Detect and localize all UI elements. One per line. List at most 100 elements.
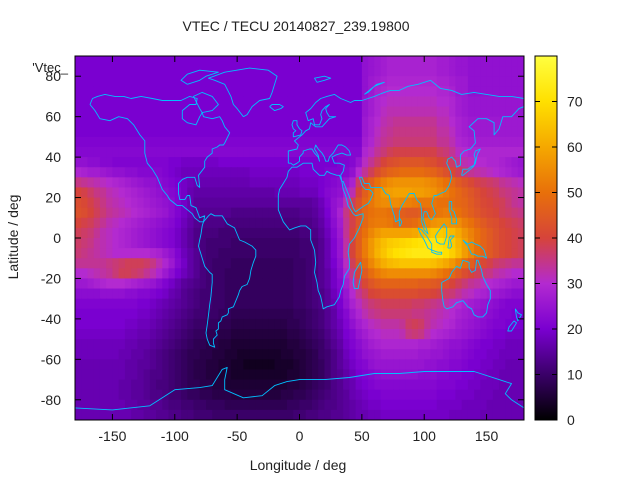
heatmap-cell <box>355 126 363 138</box>
heatmap-cell <box>361 399 369 411</box>
heatmap-cell <box>386 298 394 310</box>
heatmap-cell <box>268 217 276 229</box>
heatmap-cell <box>193 268 201 280</box>
heatmap-cell <box>405 227 413 239</box>
heatmap-cell <box>467 197 475 209</box>
heatmap-cell <box>262 258 269 269</box>
heatmap-cell <box>455 177 463 189</box>
heatmap-cell <box>511 167 519 178</box>
heatmap-cell <box>374 288 382 300</box>
heatmap-cell <box>299 268 307 280</box>
heatmap-cell <box>461 248 469 259</box>
heatmap-cell <box>517 369 524 381</box>
heatmap-cell <box>305 238 313 249</box>
heatmap-cell <box>293 126 301 138</box>
heatmap-cell <box>499 96 506 108</box>
heatmap-cell <box>131 258 138 269</box>
heatmap-cell <box>187 136 195 148</box>
heatmap-cell <box>243 227 251 239</box>
heatmap-cell <box>243 359 251 371</box>
heatmap-cell <box>436 86 444 98</box>
heatmap-cell <box>124 147 132 158</box>
heatmap-cell <box>499 157 506 168</box>
heatmap-cell <box>424 106 432 118</box>
heatmap-cell <box>137 66 145 77</box>
heatmap-cell <box>106 298 114 310</box>
heatmap-cell <box>75 56 82 67</box>
heatmap-cell <box>112 76 120 87</box>
heatmap-cell <box>436 177 444 189</box>
heatmap-cell <box>199 379 207 391</box>
heatmap-cell <box>99 66 107 77</box>
heatmap-cell <box>486 96 494 108</box>
heatmap-cell <box>461 318 469 330</box>
heatmap-cell <box>181 278 188 290</box>
heatmap-cell <box>112 238 120 249</box>
heatmap-cell <box>99 389 107 401</box>
heatmap-cell <box>149 227 157 239</box>
heatmap-cell <box>492 278 500 290</box>
heatmap-cell <box>268 187 276 199</box>
heatmap-cell <box>393 329 400 340</box>
heatmap-cell <box>380 238 388 249</box>
heatmap-cell <box>411 399 419 411</box>
heatmap-cell <box>156 268 163 280</box>
heatmap-cell <box>449 359 457 371</box>
heatmap-cell <box>106 409 114 420</box>
heatmap-cell <box>93 369 101 381</box>
heatmap-cell <box>361 116 369 128</box>
heatmap-cell <box>118 359 126 371</box>
heatmap-cell <box>268 96 276 108</box>
heatmap-cell <box>486 268 494 280</box>
heatmap-cell <box>374 298 382 310</box>
coastline-sulawesi <box>447 235 455 249</box>
heatmap-cell <box>399 86 407 98</box>
heatmap-cell <box>424 177 432 189</box>
heatmap-cell <box>424 136 432 148</box>
heatmap-cell <box>361 308 369 320</box>
heatmap-cell <box>81 76 89 87</box>
heatmap-cell <box>393 76 400 87</box>
heatmap-cell <box>499 56 506 67</box>
heatmap-cell <box>299 339 307 350</box>
heatmap-cell <box>162 96 170 108</box>
heatmap-cell <box>455 369 463 381</box>
heatmap-cell <box>75 217 82 229</box>
heatmap-cell <box>199 96 207 108</box>
heatmap-cell <box>486 238 494 249</box>
heatmap-cell <box>436 329 444 340</box>
heatmap-cell <box>343 379 350 391</box>
heatmap-cell <box>156 258 163 269</box>
heatmap-cell <box>517 268 524 280</box>
heatmap-cell <box>405 278 413 290</box>
heatmap-cell <box>93 136 101 148</box>
heatmap-cell <box>393 318 400 330</box>
heatmap-cell <box>449 399 457 411</box>
heatmap-cell <box>106 207 114 219</box>
heatmap-cell <box>505 157 513 168</box>
heatmap-cell <box>168 288 176 300</box>
heatmap-cell <box>99 288 107 300</box>
heatmap-cell <box>149 76 157 87</box>
heatmap-cell <box>486 318 494 330</box>
heatmap-cell <box>293 157 301 168</box>
heatmap-cell <box>480 298 488 310</box>
heatmap-cell <box>187 298 195 310</box>
heatmap-cell <box>168 147 176 158</box>
heatmap-cell <box>399 167 407 178</box>
heatmap-cell <box>212 339 220 350</box>
heatmap-cell <box>355 379 363 391</box>
heatmap-cell <box>75 86 82 98</box>
heatmap-cell <box>243 66 251 77</box>
heatmap-cell <box>517 56 524 67</box>
coastline-baffin-island <box>193 91 219 114</box>
heatmap-cell <box>143 238 151 249</box>
heatmap-cell <box>455 106 463 118</box>
heatmap-cell <box>287 298 294 310</box>
heatmap-cell <box>492 56 500 67</box>
heatmap-cell <box>106 379 114 391</box>
heatmap-cell <box>368 389 375 401</box>
heatmap-cell <box>311 329 319 340</box>
heatmap-cell <box>224 187 232 199</box>
